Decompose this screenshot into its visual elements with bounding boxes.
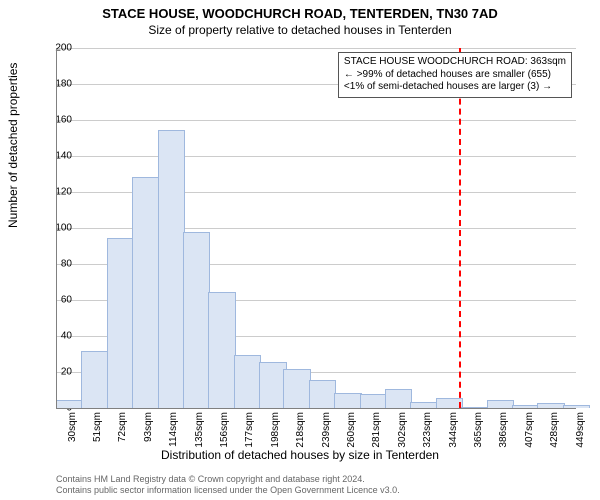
histogram-bar <box>283 369 310 408</box>
annotation-line-2: ← >99% of detached houses are smaller (6… <box>344 69 566 82</box>
x-tick-label: 218sqm <box>295 412 306 448</box>
reference-line <box>459 48 461 408</box>
x-tick-label: 239sqm <box>321 412 332 448</box>
histogram-bar <box>183 232 210 408</box>
x-tick-label: 428sqm <box>549 412 560 448</box>
x-tick-label: 260sqm <box>346 412 357 448</box>
histogram-bar <box>81 351 108 408</box>
x-axis-label: Distribution of detached houses by size … <box>0 448 600 462</box>
histogram-bar <box>385 389 412 408</box>
histogram-bar <box>309 380 336 408</box>
histogram-bar <box>234 355 261 408</box>
histogram-bar <box>334 393 361 408</box>
y-axis-label: Number of detached properties <box>6 63 20 228</box>
plot-area: STACE HOUSE WOODCHURCH ROAD: 363sqm ← >9… <box>56 48 576 408</box>
x-tick-label: 114sqm <box>168 412 179 447</box>
attribution: Contains HM Land Registry data © Crown c… <box>56 474 400 496</box>
x-tick-label: 198sqm <box>270 412 281 448</box>
attribution-line-2: Contains public sector information licen… <box>56 485 400 496</box>
x-axis-line <box>56 408 576 409</box>
x-tick-label: 281sqm <box>371 412 382 448</box>
annotation-box: STACE HOUSE WOODCHURCH ROAD: 363sqm ← >9… <box>338 52 572 98</box>
histogram-bar <box>487 400 514 408</box>
histogram-bar <box>158 130 185 408</box>
histogram-bar <box>107 238 134 408</box>
x-tick-label: 51sqm <box>92 412 103 442</box>
histogram-bar <box>56 400 83 408</box>
x-tick-label: 344sqm <box>448 412 459 448</box>
x-tick-label: 386sqm <box>498 412 509 448</box>
chart-container: STACE HOUSE, WOODCHURCH ROAD, TENTERDEN,… <box>0 0 600 500</box>
x-tick-label: 449sqm <box>575 412 586 448</box>
x-tick-label: 135sqm <box>194 412 205 448</box>
x-tick-label: 177sqm <box>244 412 255 448</box>
annotation-line-3: <1% of semi-detached houses are larger (… <box>344 81 566 94</box>
x-tick-label: 93sqm <box>143 412 154 442</box>
x-tick-label: 323sqm <box>422 412 433 448</box>
x-tick-label: 302sqm <box>397 412 408 448</box>
x-tick-label: 156sqm <box>219 412 230 448</box>
x-tick-label: 365sqm <box>473 412 484 448</box>
histogram-bar <box>132 177 159 408</box>
chart-subtitle: Size of property relative to detached ho… <box>0 21 600 37</box>
histogram-bar <box>360 394 387 408</box>
y-axis-line <box>56 48 57 408</box>
chart-title: STACE HOUSE, WOODCHURCH ROAD, TENTERDEN,… <box>0 0 600 21</box>
histogram-bars <box>56 48 576 408</box>
annotation-line-1: STACE HOUSE WOODCHURCH ROAD: 363sqm <box>344 56 566 69</box>
x-tick-label: 30sqm <box>67 412 78 442</box>
x-tick-label: 72sqm <box>117 412 128 442</box>
histogram-bar <box>208 292 235 408</box>
x-tick-label: 407sqm <box>524 412 535 448</box>
attribution-line-1: Contains HM Land Registry data © Crown c… <box>56 474 400 485</box>
